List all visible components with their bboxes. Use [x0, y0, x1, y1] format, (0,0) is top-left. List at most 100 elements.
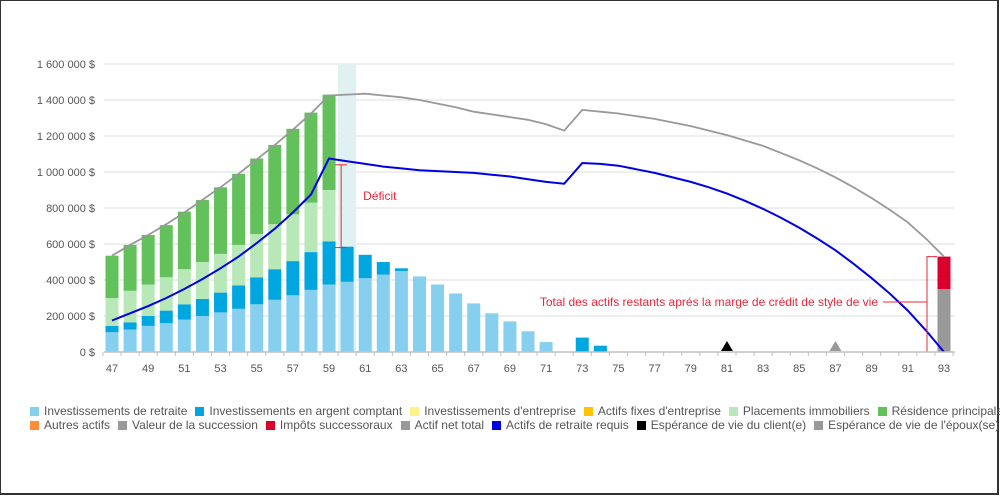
bar-investissements-de-retraite-62	[376, 274, 390, 352]
x-tick-label: 79	[685, 363, 697, 375]
bar-estate-value-93	[937, 289, 951, 352]
x-tick-label: 81	[721, 363, 733, 375]
y-tick-label: 800 000 $	[46, 203, 95, 215]
bar-investissements-de-retraite-51	[177, 319, 191, 352]
bar-r-sidence-principale-52	[195, 199, 209, 262]
bar-placements-immobiliers-51	[177, 269, 191, 305]
bar-investissements-de-retraite-67	[467, 303, 481, 352]
y-tick-label: 200 000 $	[46, 311, 95, 323]
bar-investissements-en-argent-comptant-54	[232, 285, 246, 309]
bar-investissements-en-argent-comptant-57	[286, 261, 300, 296]
x-tick-label: 83	[757, 363, 769, 375]
bar-r-sidence-principale-53	[214, 187, 228, 254]
bar-r-sidence-principale-56	[268, 145, 282, 225]
bar-r-sidence-principale-47	[105, 255, 119, 298]
legend-swatch-icon	[265, 420, 275, 430]
legend-item[interactable]: Investissements d'entreprise	[410, 404, 576, 418]
x-tick-label: 89	[866, 363, 878, 375]
legend-item[interactable]: Impôts successoraux	[265, 418, 393, 432]
legend-item[interactable]: Actif net total	[400, 418, 484, 432]
annotations: Déficit Total des actifs restants aprés l…	[335, 164, 937, 353]
bar-investissements-de-retraite-56	[268, 299, 282, 352]
x-tick-label: 75	[612, 363, 624, 375]
x-tick-label: 69	[504, 363, 516, 375]
bar-r-sidence-principale-58	[304, 112, 318, 203]
legend-label: Investissements de retraite	[44, 404, 188, 418]
legend-swatch-icon	[814, 420, 824, 430]
legend-swatch-icon	[491, 420, 501, 430]
x-tick-label: 61	[359, 363, 371, 375]
bar-investissements-en-argent-comptant-47	[105, 325, 119, 333]
bar-investissements-en-argent-comptant-51	[177, 304, 191, 320]
legend-item[interactable]: Actifs fixes d'entreprise	[583, 404, 721, 418]
bar-investissements-de-retraite-58	[304, 289, 318, 352]
x-tick-label: 51	[178, 363, 190, 375]
bar-investissements-de-retraite-59	[322, 284, 336, 352]
bar-investissements-en-argent-comptant-48	[123, 322, 137, 330]
legend-row: Autres actifs Valeur de la succession Impô…	[30, 418, 999, 432]
legend-label: Valeur de la succession	[132, 418, 258, 432]
bar-placements-immobiliers-57	[286, 214, 300, 262]
x-tick-label: 53	[214, 363, 226, 375]
legend-item[interactable]: Autres actifs	[30, 418, 110, 432]
x-tick-label: 87	[829, 363, 841, 375]
deficit-label: Déficit	[363, 189, 397, 203]
bar-placements-immobiliers-47	[105, 298, 119, 326]
legend: Investissements de retraite Investissemen…	[30, 404, 1000, 432]
line-actif-net-total	[111, 92, 945, 258]
x-tick-label: 71	[540, 363, 552, 375]
legend-swatch-icon	[30, 406, 39, 416]
bar-investissements-de-retraite-61	[358, 278, 372, 352]
legend-label: Actif net total	[414, 418, 484, 432]
bar-investissements-en-argent-comptant-73	[575, 337, 589, 352]
bar-r-sidence-principale-50	[159, 225, 173, 278]
x-tick-label: 65	[431, 363, 443, 375]
lines	[111, 92, 945, 353]
remaining-assets-label: Total des actifs restants aprés la marge…	[540, 295, 878, 309]
bar-estate-tax-93	[937, 256, 951, 289]
bar-investissements-en-argent-comptant-74	[593, 345, 607, 352]
bar-placements-immobiliers-59	[322, 190, 336, 242]
bar-r-sidence-principale-49	[141, 235, 155, 285]
legend-swatch-icon	[410, 406, 420, 416]
bar-investissements-de-retraite-53	[214, 312, 228, 352]
bar-placements-immobiliers-56	[268, 224, 282, 270]
y-tick-label: 1 400 000 $	[37, 95, 95, 107]
x-tick-label: 85	[793, 363, 805, 375]
bar-investissements-en-argent-comptant-49	[141, 316, 155, 326]
legend-swatch-icon	[400, 420, 410, 430]
legend-item[interactable]: Actifs de retraite requis	[491, 418, 629, 432]
bar-investissements-en-argent-comptant-59	[322, 241, 336, 285]
bar-investissements-en-argent-comptant-60	[340, 246, 354, 282]
bar-investissements-en-argent-comptant-63	[394, 268, 408, 271]
legend-label: Investissements d'entreprise	[424, 404, 576, 418]
legend-item[interactable]: Investissements en argent comptant	[195, 404, 402, 418]
bar-investissements-de-retraite-70	[521, 331, 535, 352]
bar-placements-immobiliers-52	[195, 262, 209, 299]
bar-r-sidence-principale-57	[286, 128, 300, 215]
x-tick-label: 59	[323, 363, 335, 375]
bar-investissements-de-retraite-68	[485, 313, 499, 352]
legend-swatch-icon	[30, 420, 39, 430]
bar-investissements-de-retraite-49	[141, 325, 155, 352]
bar-r-sidence-principale-59	[322, 94, 336, 190]
legend-item[interactable]: Investissements de retraite	[30, 404, 187, 418]
bar-investissements-de-retraite-50	[159, 323, 173, 352]
bar-placements-immobiliers-54	[232, 244, 246, 286]
legend-swatch-icon	[195, 406, 205, 416]
x-tick-label: 91	[902, 363, 914, 375]
bar-investissements-en-argent-comptant-61	[358, 254, 372, 279]
x-tick-label: 77	[648, 363, 660, 375]
legend-label: Investissements en argent comptant	[209, 404, 403, 418]
legend-swatch-icon	[728, 406, 738, 416]
legend-label: Autres actifs	[44, 418, 111, 432]
x-tick-label: 55	[251, 363, 263, 375]
legend-item[interactable]: Espérance de vie du client(e)	[636, 418, 806, 432]
legend-item[interactable]: Placements immobiliers	[728, 404, 870, 418]
legend-item[interactable]: Résidence principale	[877, 404, 1000, 418]
x-tick-label: 73	[576, 363, 588, 375]
y-tick-label: 600 000 $	[46, 239, 95, 251]
markers	[720, 341, 842, 351]
legend-item[interactable]: Espérance de vie de l'époux(se)	[814, 418, 999, 432]
legend-item[interactable]: Valeur de la succession	[118, 418, 258, 432]
